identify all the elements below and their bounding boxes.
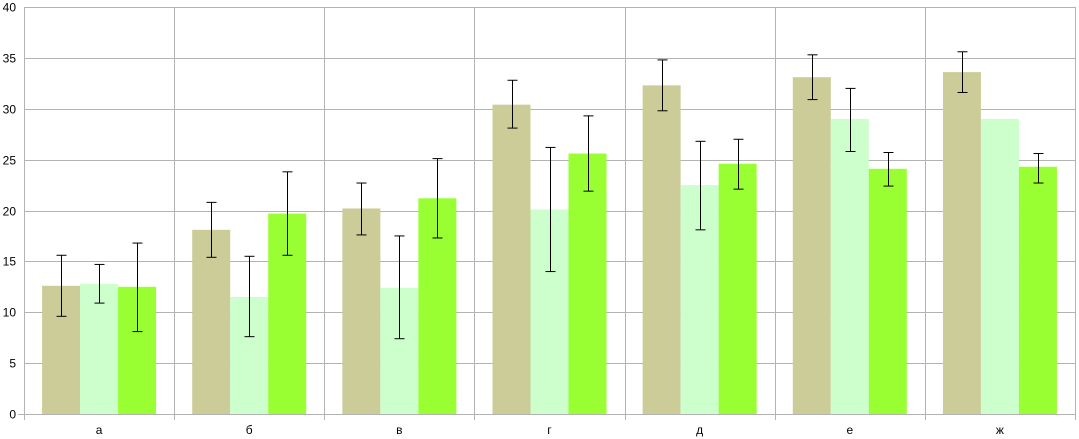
error-bar bbox=[356, 182, 367, 236]
bar bbox=[680, 185, 719, 414]
x-tick-label: ж bbox=[996, 423, 1004, 437]
bar bbox=[342, 208, 381, 414]
bar bbox=[80, 283, 119, 414]
error-bar bbox=[206, 201, 217, 258]
bar bbox=[192, 229, 231, 414]
bar-groups bbox=[42, 72, 1057, 415]
error-bar bbox=[733, 138, 744, 190]
bar bbox=[942, 72, 981, 415]
error-bar bbox=[583, 115, 594, 192]
error-bar bbox=[695, 140, 706, 231]
y-tick-label: 35 bbox=[3, 52, 17, 66]
error-bar bbox=[957, 51, 968, 93]
error-bar bbox=[132, 242, 143, 333]
error-bar bbox=[56, 254, 67, 317]
bar bbox=[568, 153, 607, 414]
error-bar bbox=[807, 54, 818, 101]
x-tick-label: е bbox=[846, 423, 853, 437]
error-bar bbox=[282, 171, 293, 256]
x-tick-label: д bbox=[696, 423, 703, 437]
error-bar bbox=[883, 152, 894, 187]
y-tick-label: 5 bbox=[9, 357, 16, 371]
bar bbox=[718, 163, 757, 414]
bar bbox=[642, 85, 681, 414]
error-bar bbox=[94, 263, 105, 304]
error-bars bbox=[56, 51, 1044, 340]
y-tick-label: 0 bbox=[9, 408, 16, 422]
error-bar bbox=[545, 146, 556, 273]
x-tick-label: а bbox=[96, 423, 103, 437]
y-tick-label: 40 bbox=[3, 1, 17, 15]
bar bbox=[492, 104, 531, 415]
y-tick-label: 15 bbox=[3, 255, 17, 269]
x-axis-tick-labels: а б в г д е ж bbox=[96, 423, 1004, 437]
y-tick-label: 10 bbox=[3, 306, 17, 320]
y-tick-label: 20 bbox=[3, 205, 17, 219]
bar bbox=[530, 209, 569, 414]
y-tick-label: 25 bbox=[3, 154, 17, 168]
bar bbox=[792, 77, 831, 415]
y-axis-tick-labels: 0 5 10 15 20 25 30 35 40 bbox=[3, 1, 17, 422]
error-bar bbox=[507, 79, 518, 129]
bar bbox=[1018, 166, 1057, 414]
bar bbox=[980, 118, 1019, 415]
x-tick-label: б bbox=[246, 423, 253, 437]
x-tick-label: в bbox=[396, 423, 402, 437]
x-tick-label: г bbox=[547, 423, 552, 437]
error-bar bbox=[845, 87, 856, 152]
error-bar bbox=[432, 158, 443, 239]
error-bar bbox=[657, 59, 668, 112]
error-bar bbox=[244, 255, 255, 338]
error-bar bbox=[394, 235, 405, 340]
error-bar bbox=[1033, 153, 1044, 184]
y-tick-label: 30 bbox=[3, 103, 17, 117]
bar bbox=[868, 168, 907, 414]
bar bbox=[830, 118, 869, 415]
